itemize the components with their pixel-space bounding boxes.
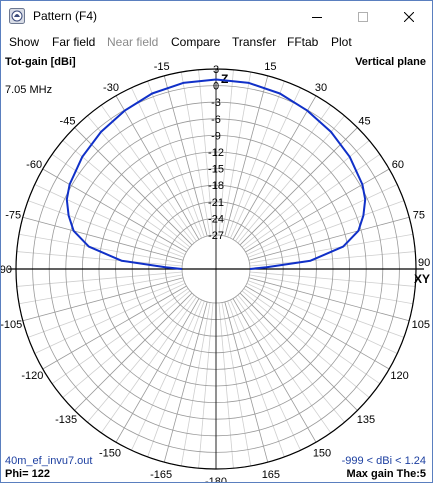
angle-label: -120 [21, 370, 43, 382]
angle-label: 75 [413, 210, 425, 222]
angle-label: -75 [5, 210, 21, 222]
menu-transfer[interactable]: Transfer [232, 35, 277, 49]
gain-title: Tot-gain [dBi] [5, 56, 76, 68]
angle-label: 60 [392, 159, 404, 171]
angle-label: -180 [205, 476, 227, 482]
angle-label: 15 [264, 61, 276, 73]
angle-label: 45 [358, 116, 370, 128]
phi-label: Phi= 122 [5, 468, 50, 480]
angle-label: -60 [26, 159, 42, 171]
ring-label: -9 [211, 130, 221, 142]
angle-label: -150 [99, 448, 121, 460]
ring-label: 3 [213, 64, 219, 76]
menu-compare[interactable]: Compare [171, 35, 221, 49]
angle-label: -165 [150, 469, 172, 481]
ring-label: -18 [208, 180, 224, 192]
menu-plot[interactable]: Plot [331, 35, 352, 49]
close-icon [404, 11, 414, 22]
pattern-plot-area[interactable]: 3 0 -3 -6 -9 -12 -15 -18 -21 -24 -27 -15 15 -30 30 -45 4… [1, 52, 432, 482]
title-bar[interactable]: Pattern (F4) [1, 1, 432, 32]
ring-label: -6 [211, 114, 221, 126]
angle-label: -135 [55, 414, 77, 426]
angle-label: -105 [1, 319, 22, 331]
angle-label: 150 [313, 448, 331, 460]
menu-fftab[interactable]: FFtab [287, 35, 319, 49]
angle-label: -45 [60, 116, 76, 128]
ring-label: 0 [213, 81, 219, 93]
angle-label-left: -90 [1, 264, 12, 276]
maximize-icon [358, 11, 368, 22]
menu-near-field: Near field [107, 35, 159, 49]
gain-range-label: -999 < dBi < 1.24 [341, 455, 426, 467]
window-title: Pattern (F4) [33, 9, 98, 23]
app-icon [9, 8, 25, 24]
angle-label-right: 90 [418, 257, 430, 269]
file-name: 40m_ef_invu7.out [5, 455, 93, 467]
ring-label: -15 [208, 164, 224, 176]
ring-label: -27 [208, 230, 224, 242]
menu-far-field[interactable]: Far field [52, 35, 96, 49]
angle-label: 120 [390, 370, 408, 382]
minimize-icon [312, 16, 322, 18]
angle-label: -30 [103, 82, 119, 94]
angle-label: 135 [357, 414, 375, 426]
max-gain-label: Max gain The:5 [346, 468, 426, 480]
z-axis-label: Z [221, 72, 228, 86]
polar-plot: 30-3-6-9-12-15-18-21-24-27-15 15-30 30-45 4… [1, 61, 430, 482]
menu-bar: Show Far field Near field Compare Transf… [1, 32, 432, 52]
pattern-curve [65, 78, 367, 270]
angle-label: 30 [315, 82, 327, 94]
angle-label: 165 [262, 469, 280, 481]
angle-label: -15 [154, 61, 170, 73]
angle-label: 105 [412, 319, 430, 331]
minimize-button[interactable] [294, 1, 340, 32]
maximize-button[interactable] [340, 1, 386, 32]
close-button[interactable] [386, 1, 432, 32]
frequency-label: 7.05 MHz [5, 84, 53, 96]
menu-show[interactable]: Show [9, 35, 40, 49]
ring-label: -3 [211, 97, 221, 109]
plane-label: Vertical plane [355, 56, 426, 68]
xy-axis-label: XY [414, 272, 430, 286]
ring-label: -21 [208, 197, 224, 209]
ring-label: -24 [208, 213, 224, 225]
ring-label: -12 [208, 147, 224, 159]
